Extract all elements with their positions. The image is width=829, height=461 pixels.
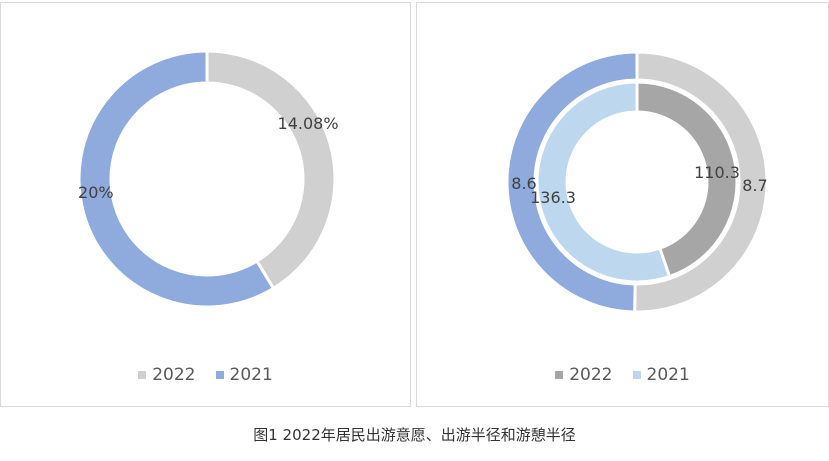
slice-2021 bbox=[77, 49, 276, 309]
legend-left: 2022 2021 bbox=[1, 365, 410, 385]
doughnut-chart-left: 14.08% 20% bbox=[77, 49, 339, 309]
inner-data-label-2022: 110.3 bbox=[694, 163, 740, 182]
outer-data-label-2021: 8.6 bbox=[511, 174, 536, 193]
legend-item-2021: 2021 bbox=[215, 365, 273, 385]
data-label-2022: 14.08% bbox=[278, 114, 339, 133]
legend-label-2021: 2021 bbox=[646, 365, 690, 385]
outer-slice-2022 bbox=[633, 50, 769, 314]
legend-item-2022: 2022 bbox=[555, 365, 613, 385]
legend-label-2022: 2022 bbox=[569, 365, 613, 385]
legend-label-2021: 2021 bbox=[229, 365, 273, 385]
outer-data-label-2022: 8.7 bbox=[742, 176, 767, 195]
nested-doughnut-chart-right: 8.7 8.6 110.3 136.3 bbox=[505, 50, 769, 314]
legend-swatch-2022 bbox=[138, 371, 147, 379]
legend-label-2022: 2022 bbox=[152, 365, 196, 385]
legend-item-2022: 2022 bbox=[138, 365, 196, 385]
data-label-2021: 20% bbox=[78, 183, 114, 202]
slice-2022 bbox=[205, 49, 337, 291]
legend-item-2021: 2021 bbox=[632, 365, 690, 385]
inner-slice-2022 bbox=[635, 80, 739, 279]
chart-panel-left: 14.08% 20% 2022 2021 bbox=[0, 2, 411, 407]
legend-swatch-2021 bbox=[632, 371, 641, 379]
inner-data-label-2021: 136.3 bbox=[530, 188, 576, 207]
inner-slice-2021 bbox=[535, 80, 672, 284]
legend-swatch-2022 bbox=[555, 371, 564, 379]
outer-slice-2021 bbox=[505, 50, 639, 314]
legend-swatch-2021 bbox=[215, 371, 224, 379]
legend-right: 2022 2021 bbox=[417, 365, 828, 385]
chart-panel-right: 8.7 8.6 110.3 136.3 2022 2021 bbox=[416, 2, 829, 407]
figure-caption: 图1 2022年居民出游意愿、出游半径和游憩半径 bbox=[253, 426, 576, 444]
